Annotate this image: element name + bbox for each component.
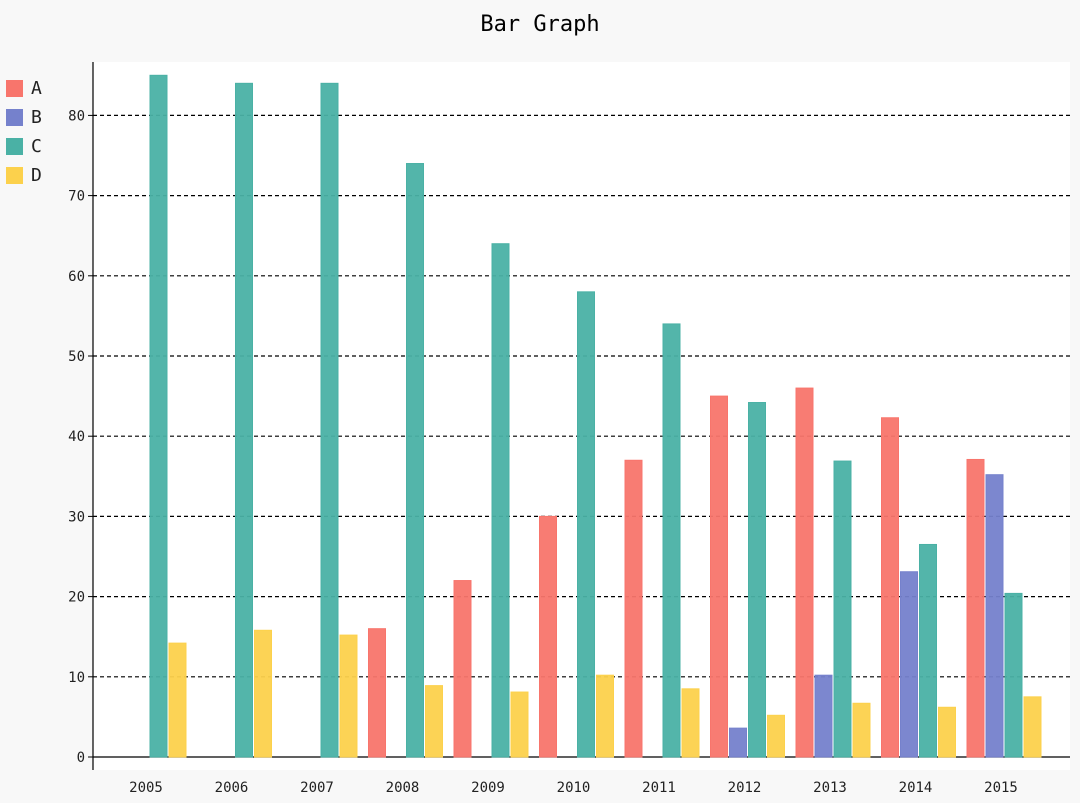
bar-c-2008 — [406, 163, 424, 758]
bar-d-2015 — [1023, 696, 1042, 758]
bar-c-2013 — [833, 460, 852, 758]
bar-d-2009 — [510, 691, 529, 758]
x-tick-label: 2006 — [215, 780, 249, 796]
y-tick-label: 10 — [68, 670, 85, 686]
x-tick-label: 2011 — [642, 780, 676, 796]
x-tick-label: 2010 — [557, 780, 591, 796]
bar-c-2010 — [577, 291, 595, 758]
bar-a-2008 — [368, 628, 386, 758]
bar-a-2009 — [453, 580, 472, 758]
bar-b-2014 — [900, 571, 918, 758]
legend-label: B — [31, 107, 42, 128]
legend-item-a: A — [6, 74, 42, 103]
bar-d-2008 — [425, 685, 443, 758]
bar-d-2011 — [681, 688, 700, 758]
legend-label: A — [31, 78, 42, 99]
x-tick-label: 2008 — [386, 780, 420, 796]
y-tick-label: 60 — [68, 269, 85, 285]
y-tick-label: 30 — [68, 509, 85, 525]
legend-label: C — [31, 136, 42, 157]
x-tick-label: 2014 — [899, 780, 933, 796]
legend-swatch — [6, 138, 23, 155]
legend-swatch — [6, 167, 23, 184]
y-tick-label: 40 — [68, 429, 85, 445]
y-tick-label: 0 — [77, 750, 85, 766]
bar-c-2007 — [320, 82, 339, 758]
x-tick-label: 2015 — [984, 780, 1018, 796]
bar-a-2011 — [624, 459, 643, 758]
bar-d-2005 — [168, 642, 187, 758]
y-tick-label: 70 — [68, 189, 85, 205]
bar-a-2013 — [795, 387, 814, 758]
bar-c-2015 — [1004, 592, 1023, 758]
bar-c-2011 — [662, 323, 681, 758]
legend-swatch — [6, 109, 23, 126]
y-tick-label: 50 — [68, 349, 85, 365]
bar-d-2013 — [852, 702, 871, 758]
bar-b-2015 — [985, 474, 1004, 758]
x-tick-label: 2013 — [813, 780, 847, 796]
legend-item-c: C — [6, 132, 42, 161]
bar-d-2010 — [596, 674, 614, 758]
bar-d-2014 — [938, 706, 956, 758]
x-tick-label: 2005 — [129, 780, 163, 796]
legend-label: D — [31, 165, 42, 186]
x-tick-label: 2012 — [728, 780, 762, 796]
bar-b-2012 — [729, 727, 747, 758]
bar-a-2012 — [710, 395, 728, 758]
bar-d-2007 — [339, 634, 358, 758]
bar-a-2010 — [539, 515, 557, 758]
bar-a-2015 — [966, 458, 985, 758]
legend-swatch — [6, 80, 23, 97]
chart-title: Bar Graph — [480, 12, 600, 37]
bar-c-2009 — [491, 243, 510, 758]
bar-c-2012 — [748, 402, 766, 758]
bar-c-2005 — [149, 74, 168, 758]
x-tick-label: 2009 — [471, 780, 505, 796]
legend-item-b: B — [6, 103, 42, 132]
bar-c-2006 — [235, 82, 253, 758]
y-tick-label: 80 — [68, 108, 85, 124]
bar-c-2014 — [919, 543, 937, 758]
bar-d-2006 — [254, 629, 272, 758]
legend-item-d: D — [6, 161, 42, 190]
bar-a-2014 — [881, 417, 899, 758]
x-tick-label: 2007 — [300, 780, 334, 796]
bar-d-2012 — [767, 714, 785, 758]
bar-b-2013 — [814, 674, 833, 758]
y-tick-label: 20 — [68, 590, 85, 606]
